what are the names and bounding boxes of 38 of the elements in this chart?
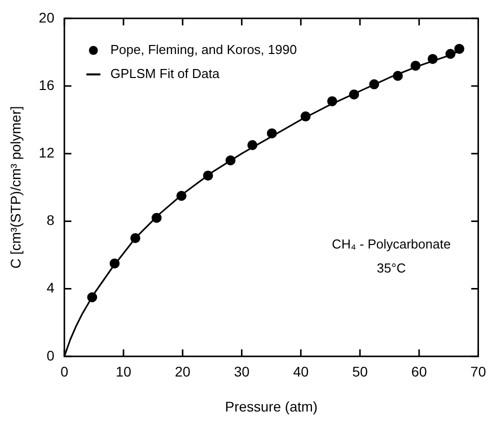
y-tick-label: 4: [46, 280, 55, 296]
x-tick-label: 0: [60, 364, 68, 380]
annotation: 35°C: [376, 260, 406, 276]
point: [226, 155, 236, 166]
point: [445, 48, 456, 59]
point: [428, 54, 438, 64]
point: [392, 70, 403, 81]
legend-label: Pope, Fleming, and Koros, 1990: [110, 42, 297, 57]
point: [110, 258, 120, 268]
point: [203, 170, 214, 181]
point: [247, 140, 258, 150]
point: [369, 79, 380, 90]
point: [87, 292, 98, 302]
y-tick-label: 0: [46, 347, 55, 364]
x-tick-label: 10: [116, 364, 132, 380]
x-tick-label: 40: [293, 364, 309, 380]
point: [454, 44, 464, 54]
y-tick-label: 8: [46, 212, 55, 228]
x-tick-label: 50: [352, 364, 368, 380]
point: [327, 96, 338, 106]
annotation: CH₄ - Polycarbonate: [332, 236, 451, 252]
x-tick-label: 30: [234, 364, 250, 380]
y-tick-label: 12: [38, 144, 55, 160]
x-tick-label: 70: [470, 364, 486, 380]
x-tick-label: 60: [411, 364, 428, 380]
y-tick-label: 16: [38, 76, 55, 93]
point: [410, 60, 421, 71]
point: [176, 190, 186, 201]
x-tick-label: 20: [174, 364, 191, 380]
point: [152, 212, 162, 223]
y-axis-title: C [cm³(STP)/cm³ polymer]: [7, 106, 24, 269]
legend-label: GPLSM Fit of Data: [110, 66, 220, 81]
y-tick-label: 20: [38, 9, 55, 26]
point: [266, 128, 277, 138]
x-axis-title: Pressure (atm): [225, 398, 318, 414]
point: [300, 111, 311, 122]
point: [349, 89, 360, 100]
point: [130, 233, 140, 244]
